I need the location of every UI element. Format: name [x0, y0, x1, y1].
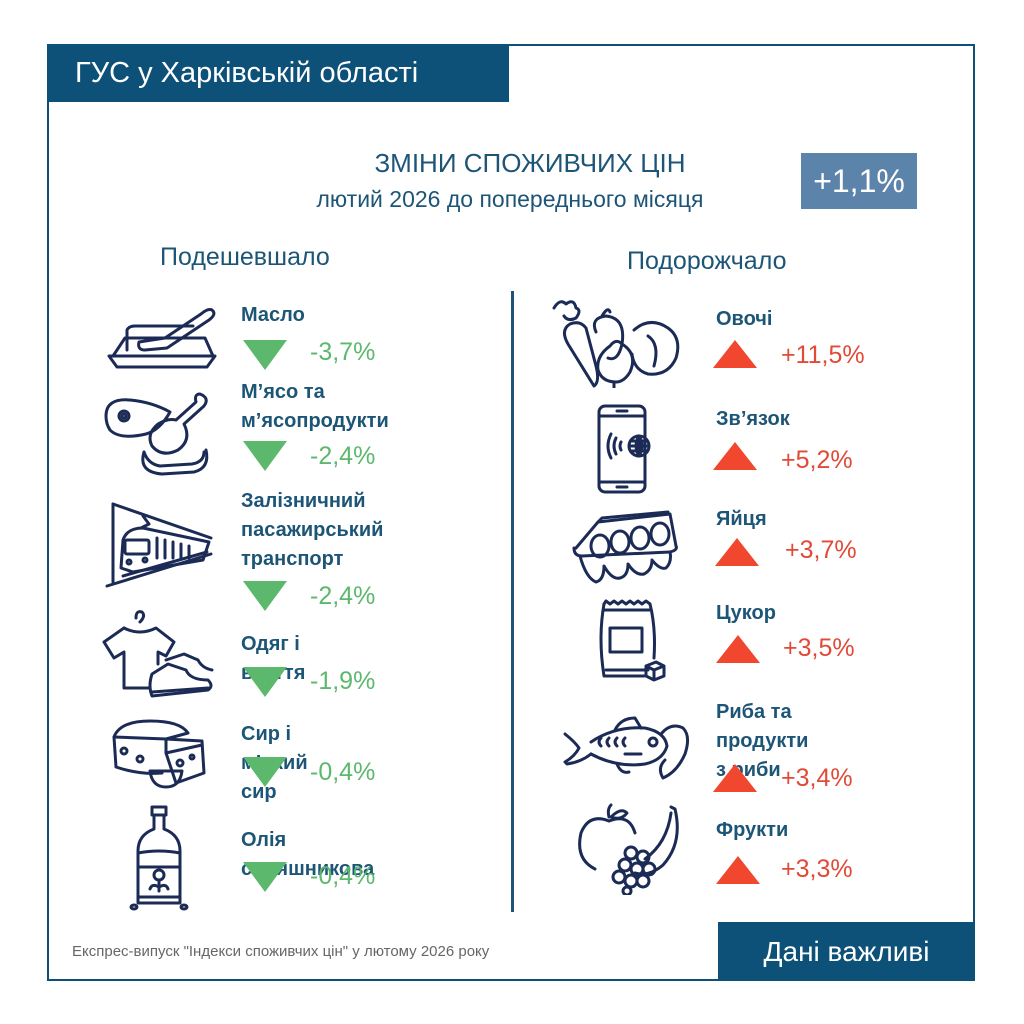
- decreased-heading: Подешевшало: [160, 243, 330, 271]
- sugar-icon: [598, 598, 670, 684]
- item-label: Яйця: [716, 508, 767, 530]
- item-label: М’ясо та м’ясопродукти: [241, 381, 389, 432]
- slogan-box: Дані важливі: [718, 922, 975, 981]
- item-label: Масло: [241, 304, 305, 326]
- increased-heading: Подорожчало: [627, 247, 787, 275]
- smartphone-icon: [597, 404, 657, 496]
- item-value: +3,7%: [785, 536, 857, 564]
- fish-icon: [561, 712, 691, 784]
- fruits-icon: [575, 803, 685, 897]
- item-value: +5,2%: [781, 446, 853, 474]
- item-value: -2,4%: [310, 582, 376, 610]
- increase-arrow-icon: [716, 856, 760, 884]
- column-divider: [511, 291, 514, 912]
- slogan-text: Дані важливі: [763, 935, 930, 967]
- overall-change-badge: +1,1%: [801, 153, 917, 209]
- page-subtitle: лютий 2026 до попереднього місяця: [316, 186, 704, 212]
- decrease-arrow-icon: [243, 667, 287, 697]
- decrease-arrow-icon: [243, 757, 287, 787]
- decrease-arrow-icon: [243, 862, 287, 892]
- meat-icon: [100, 390, 212, 476]
- butter-icon: [105, 308, 220, 370]
- item-value: -3,7%: [310, 338, 376, 366]
- decrease-arrow-icon: [243, 340, 287, 370]
- item-value: +3,5%: [783, 634, 855, 662]
- decrease-arrow-icon: [243, 581, 287, 611]
- increase-arrow-icon: [716, 635, 760, 663]
- item-label: Фрукти: [716, 819, 789, 841]
- decrease-arrow-icon: [243, 441, 287, 471]
- overall-change-value: +1,1%: [813, 162, 905, 199]
- org-header: ГУС у Харківській області: [47, 44, 509, 102]
- increase-arrow-icon: [713, 764, 757, 792]
- eggs-icon: [572, 508, 680, 584]
- item-value: +3,3%: [781, 855, 853, 883]
- clothes-icon: [100, 608, 215, 700]
- item-value: -1,9%: [310, 667, 376, 695]
- oil-bottle-icon: [126, 803, 192, 911]
- item-value: +11,5%: [781, 341, 865, 369]
- increase-arrow-icon: [713, 442, 757, 470]
- item-label: Зв’язок: [716, 408, 790, 430]
- item-label: Риба та продукти з риби: [716, 701, 809, 781]
- vegetables-icon: [550, 296, 685, 390]
- item-label: Овочі: [716, 308, 773, 330]
- item-label: Цукор: [716, 602, 776, 624]
- item-label: Залізничний пасажирський транспорт: [241, 490, 384, 570]
- increase-arrow-icon: [715, 538, 759, 566]
- org-title: ГУС у Харківській області: [75, 56, 419, 89]
- increase-arrow-icon: [713, 340, 757, 368]
- item-value: -0,4%: [310, 758, 376, 786]
- cheese-icon: [110, 715, 210, 790]
- item-value: -0,4%: [310, 862, 376, 890]
- page-title: ЗМІНИ СПОЖИВЧИХ ЦІН: [374, 148, 686, 178]
- item-value: -2,4%: [310, 442, 376, 470]
- source-note: Експрес-випуск "Індекси споживчих цін" у…: [72, 943, 490, 960]
- train-icon: [103, 498, 215, 588]
- item-value: +3,4%: [781, 764, 853, 792]
